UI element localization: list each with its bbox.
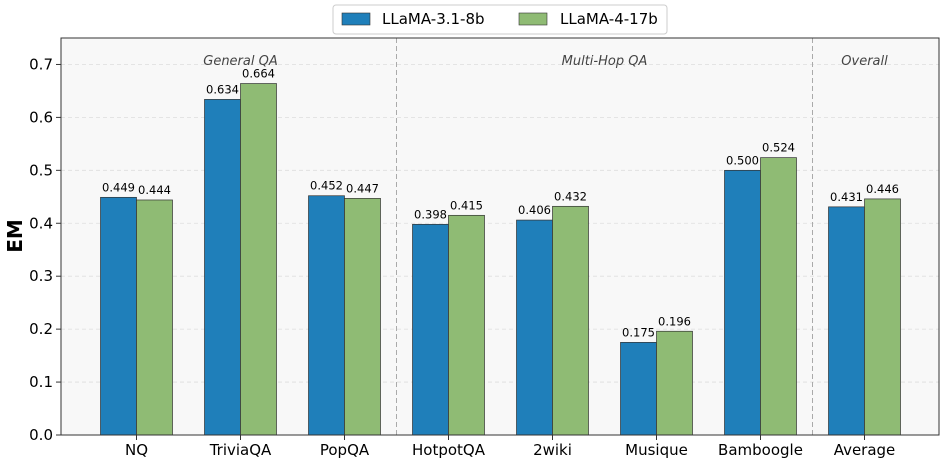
bar	[724, 169, 761, 436]
x-tick-label: Bamboogle	[718, 441, 803, 459]
bar-value-label: 0.500	[726, 153, 759, 167]
y-tick-label: 0.7	[29, 55, 53, 73]
bar-value-label: 0.444	[138, 183, 171, 197]
bar	[516, 219, 553, 436]
bar-value-label: 0.446	[866, 182, 899, 196]
bar-value-label: 0.398	[414, 207, 447, 221]
plot-frame	[60, 37, 940, 436]
bar-value-label: 0.406	[518, 203, 551, 217]
section-label: General QA	[203, 54, 278, 69]
legend-label-llama-3-1-8b: LLaMA-3.1-8b	[382, 10, 485, 28]
bar-value-label: 0.664	[242, 67, 275, 81]
bar	[240, 83, 277, 436]
bar-value-label: 0.431	[830, 190, 863, 204]
bar	[412, 223, 449, 436]
bar-value-label: 0.634	[206, 82, 239, 96]
bar	[100, 196, 137, 436]
bar	[620, 342, 657, 436]
bar	[656, 330, 693, 436]
legend-swatch-llama-3-1-8b	[341, 12, 371, 26]
bar	[552, 205, 589, 436]
x-tick-label: Musique	[625, 441, 688, 459]
bar	[760, 157, 797, 436]
y-tick-label: 0.6	[29, 108, 53, 126]
legend-label-llama-4-17b: LLaMA-4-17b	[560, 10, 658, 28]
bar	[864, 198, 901, 436]
plot-area	[61, 38, 939, 435]
x-tick-label: PopQA	[320, 441, 370, 459]
y-tick-label: 0.1	[29, 373, 53, 391]
x-tick-label: Average	[834, 441, 896, 459]
bar	[136, 199, 173, 436]
legend-box	[332, 4, 668, 35]
x-tick-label: HotpotQA	[412, 441, 486, 459]
bar	[448, 214, 485, 436]
x-tick-label: 2wiki	[533, 441, 572, 459]
legend: LLaMA-3.1-8b LLaMA-4-17b	[332, 4, 668, 35]
bar-value-label: 0.415	[450, 198, 483, 212]
y-tick-label: 0.0	[29, 426, 53, 444]
y-axis: 0.0 0.1 0.2 0.3 0.4 0.5 0.6 0.7	[29, 55, 61, 444]
legend-swatch-llama-4-17b	[518, 12, 548, 26]
x-tick-label: TriviaQA	[209, 441, 272, 459]
y-axis-title: EM	[3, 219, 27, 253]
bar-value-label: 0.196	[658, 314, 691, 328]
section-label: Multi-Hop QA	[562, 54, 648, 69]
section-label: Overall	[841, 54, 888, 69]
y-tick-label: 0.5	[29, 161, 53, 179]
bar	[308, 195, 345, 436]
bar-value-label: 0.452	[310, 179, 343, 193]
bar-value-label: 0.524	[762, 141, 795, 155]
y-tick-label: 0.4	[29, 214, 53, 232]
bar	[204, 99, 241, 436]
bar-value-label: 0.449	[102, 180, 135, 194]
bars	[100, 83, 901, 436]
bar-value-labels: 0.449 0.634 0.452 0.398 0.406 0.175 0.500 0.431…	[102, 67, 899, 340]
bar	[344, 198, 381, 436]
bar-value-label: 0.432	[554, 189, 587, 203]
bar-value-label: 0.175	[622, 325, 655, 339]
x-axis: NQ TriviaQA PopQA HotpotQA 2wiki Musique Bambo…	[125, 435, 895, 459]
bar	[828, 206, 865, 436]
section-separators	[396, 38, 813, 435]
bar-value-label: 0.447	[346, 181, 379, 195]
y-tick-label: 0.3	[29, 267, 53, 285]
section-labels: General QA Multi-Hop QA Overall	[203, 54, 888, 69]
y-tick-label: 0.2	[29, 320, 53, 338]
x-tick-label: NQ	[125, 441, 148, 459]
